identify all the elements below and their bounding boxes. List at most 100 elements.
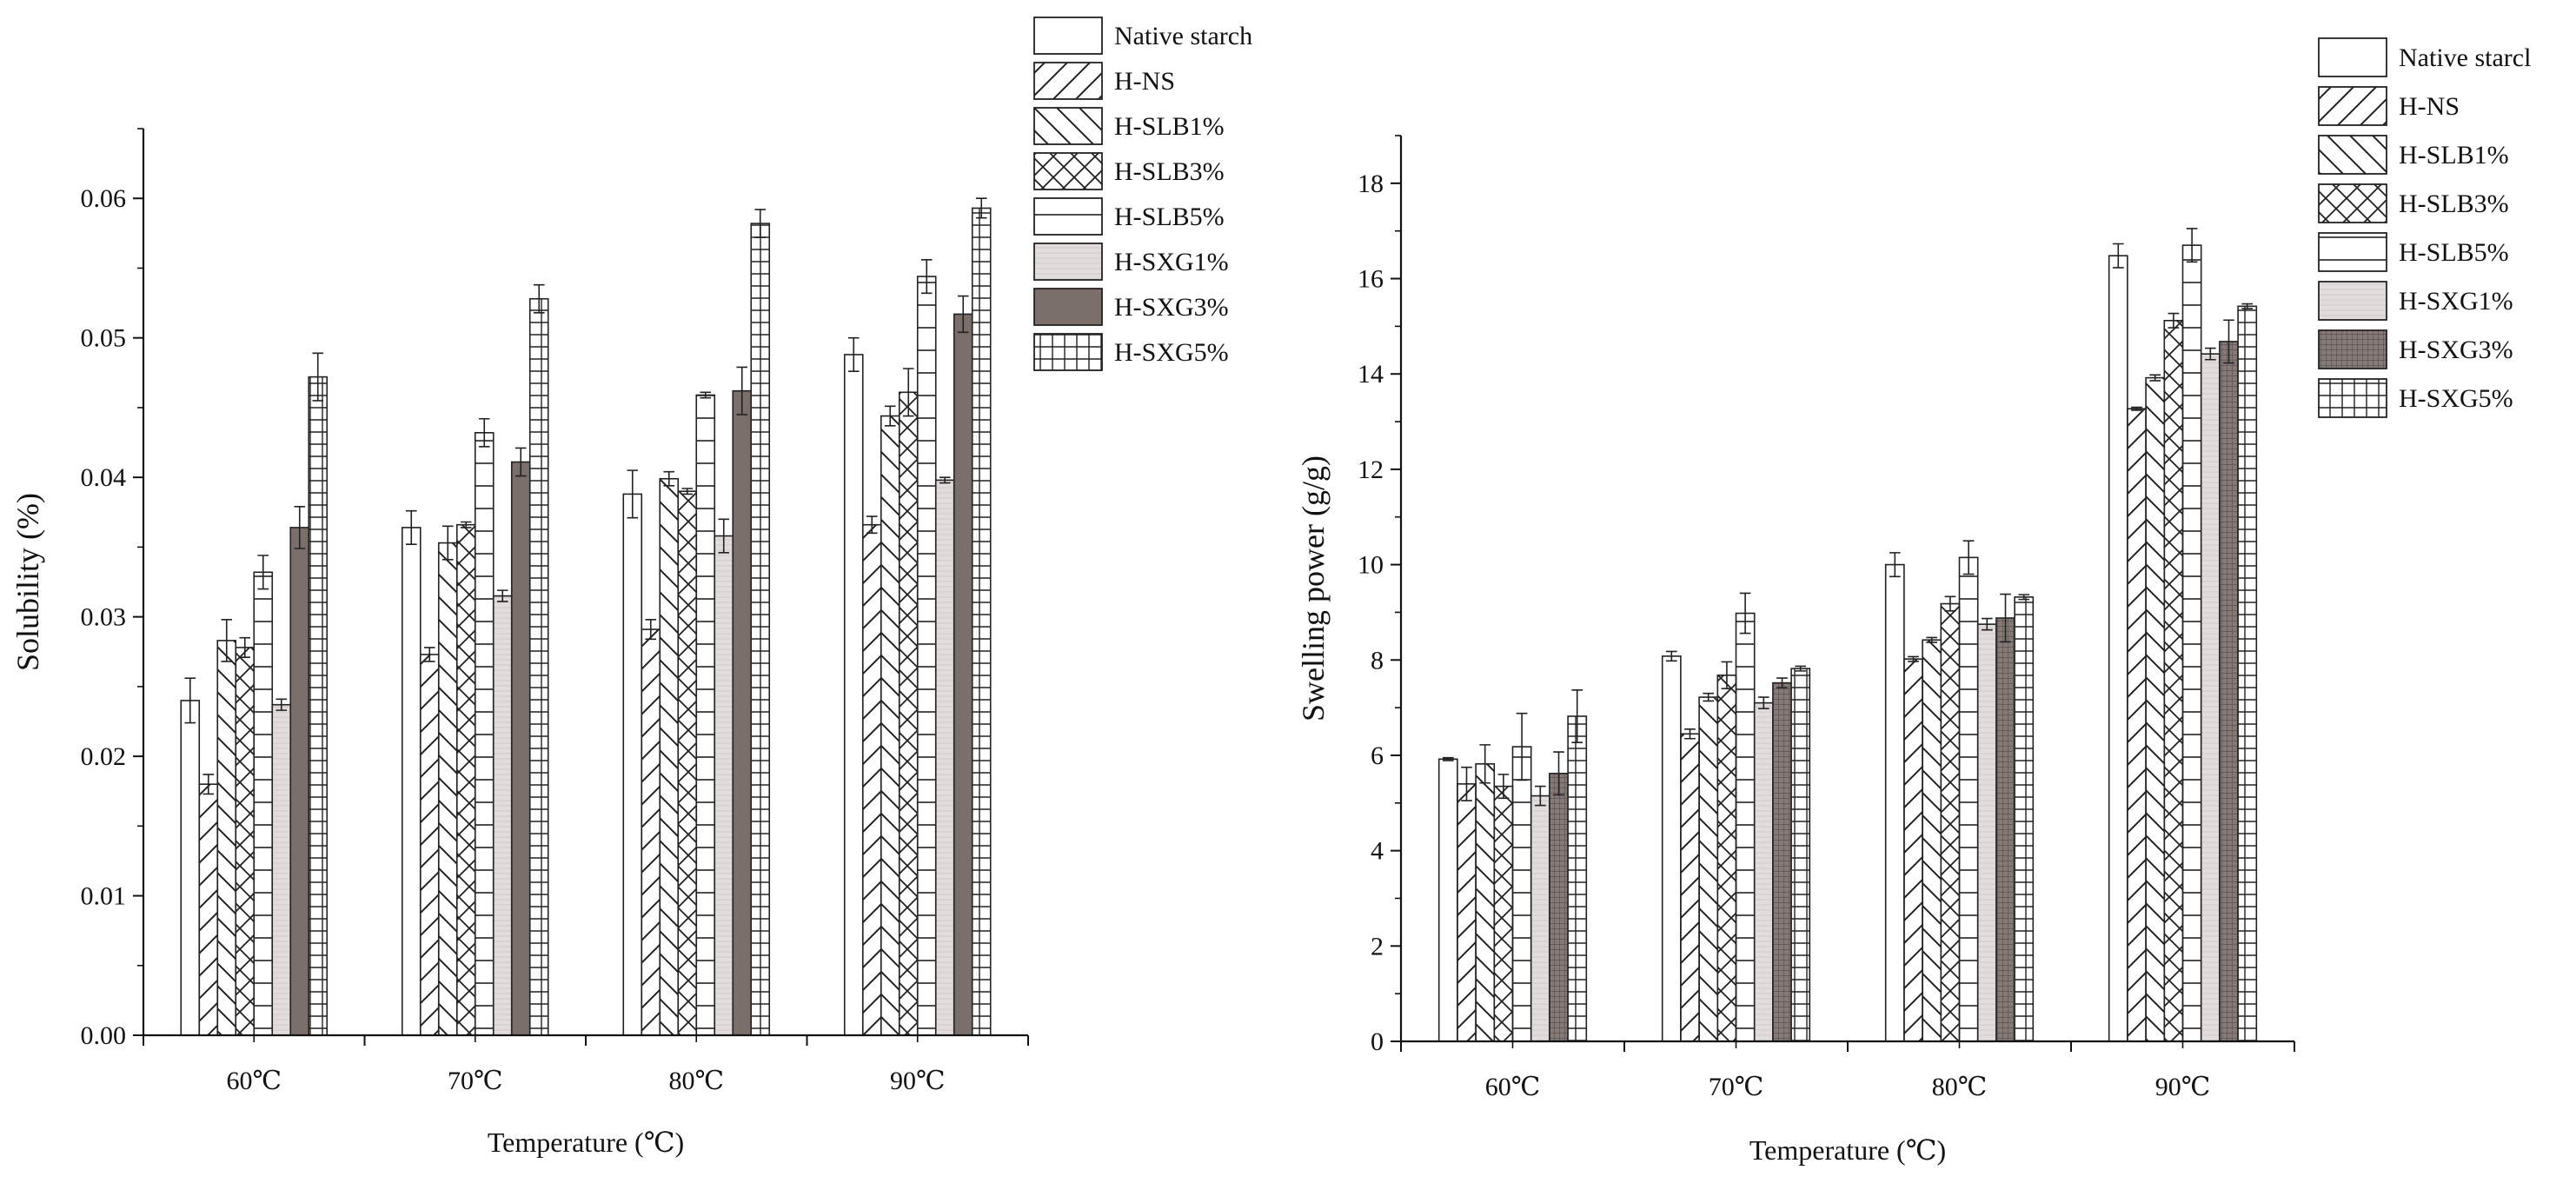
- y-tick-label: 12: [1358, 455, 1384, 484]
- error-bar-s3-c2: [681, 488, 694, 495]
- error-bar-s0-c0: [184, 677, 196, 724]
- x-tick-label: 90℃: [2155, 1073, 2211, 1101]
- y-axis-label: Solubility (%): [10, 493, 45, 671]
- legend-swatch-0: [2318, 37, 2387, 77]
- error-bar-s0-c1: [1665, 650, 1677, 662]
- bar-swelling-s2-c3: [2145, 376, 2166, 1042]
- bar-swelling-s0-c1: [1661, 655, 1682, 1042]
- x-tick-label: 60℃: [1485, 1073, 1541, 1101]
- error-bar-s4-c0: [257, 555, 269, 590]
- bar-swelling-s3-c0: [1493, 785, 1514, 1042]
- bar-solubility-s2-c2: [659, 477, 680, 1036]
- error-bar-s7-c2: [2018, 594, 2030, 601]
- legend-label-4: H-SLB5%: [1114, 203, 1225, 231]
- bar-solubility-s6-c1: [510, 461, 531, 1036]
- bar-solubility-s0-c2: [622, 493, 643, 1036]
- bar-layer: [1437, 228, 2258, 1042]
- legend-label-0: Native starcl: [2399, 43, 2531, 72]
- error-bar-s1-c3: [2131, 406, 2142, 411]
- legend-swatch-2: [2318, 135, 2387, 175]
- y-tick-label: 0.00: [81, 1021, 127, 1050]
- error-bar-s6-c2: [736, 366, 748, 416]
- y-tick-label: 10: [1358, 551, 1384, 580]
- error-bar-s7-c1: [533, 283, 545, 314]
- error-bar-s3-c1: [460, 521, 472, 529]
- bar-swelling-s2-c1: [1698, 696, 1719, 1042]
- bar-solubility-s6-c0: [289, 527, 310, 1036]
- error-bar-s4-c3: [920, 259, 933, 295]
- error-bar-s4-c2: [700, 391, 712, 399]
- legend-label-6: H-SXG3%: [2399, 336, 2513, 364]
- error-bar-s4-c1: [1739, 592, 1751, 635]
- error-bar-s2-c0: [1479, 744, 1491, 784]
- legend-label-7: H-SXG5%: [2399, 384, 2513, 413]
- legend-label-5: H-SXG1%: [2399, 287, 2513, 316]
- bar-swelling-s4-c0: [1511, 746, 1532, 1042]
- error-bar-s0-c3: [2112, 243, 2124, 269]
- error-bar-s5-c3: [2204, 347, 2216, 361]
- error-bar-s1-c0: [1461, 766, 1472, 801]
- error-bar-s5-c2: [1981, 617, 1993, 631]
- bar-solubility-s7-c3: [971, 207, 992, 1036]
- legend-label-3: H-SLB3%: [2399, 189, 2509, 218]
- bar-solubility-s6-c3: [953, 313, 973, 1036]
- bar-solubility-s0-c1: [401, 527, 422, 1036]
- bar-solubility-s0-c3: [843, 354, 864, 1036]
- x-tick-label: 80℃: [1932, 1073, 1988, 1101]
- legend-label-5: H-SXG1%: [1114, 248, 1229, 276]
- y-tick-label: 16: [1358, 265, 1384, 294]
- error-bar-s7-c2: [754, 209, 767, 238]
- error-bar-s5-c2: [718, 518, 730, 554]
- error-bar-s3-c0: [1497, 774, 1510, 800]
- bar-swelling-s5-c0: [1530, 794, 1550, 1042]
- bar-solubility-s7-c2: [750, 223, 771, 1036]
- y-tick-label: 18: [1358, 170, 1384, 198]
- error-bar-s0-c0: [1442, 756, 1454, 761]
- x-tick-label: 70℃: [448, 1067, 503, 1095]
- error-bar-s4-c2: [1962, 540, 1975, 575]
- legend-label-0: Native starch: [1114, 22, 1252, 50]
- legend-label-6: H-SXG3%: [1114, 293, 1229, 322]
- error-bar-s2-c3: [884, 405, 896, 427]
- bar-solubility-s4-c3: [916, 276, 937, 1036]
- bar-solubility-s5-c0: [271, 703, 292, 1036]
- bar-swelling-s5-c1: [1753, 701, 1774, 1042]
- error-bar-s4-c1: [478, 417, 490, 448]
- bar-solubility-s7-c1: [528, 297, 549, 1036]
- bar-swelling-s4-c2: [1958, 556, 1979, 1042]
- bar-solubility-s0-c0: [180, 700, 201, 1036]
- error-bar-s3-c0: [239, 636, 251, 658]
- legend-label-1: H-NS: [1114, 67, 1175, 96]
- x-axis-label: Temperature (℃): [1749, 1134, 1946, 1166]
- bar-solubility-s2-c1: [437, 542, 458, 1036]
- error-bar-s1-c2: [1908, 655, 1919, 662]
- bar-solubility-s2-c0: [216, 640, 237, 1036]
- error-bar-s6-c2: [2000, 593, 2011, 643]
- bar-swelling-s7-c3: [2237, 305, 2258, 1042]
- bar-solubility-s7-c0: [308, 376, 329, 1036]
- bar-solubility-s3-c2: [677, 490, 698, 1036]
- x-tick-label: 70℃: [1709, 1073, 1764, 1101]
- bar-swelling-s3-c2: [1940, 602, 1961, 1042]
- error-bar-s1-c2: [645, 619, 657, 641]
- error-bar-s5-c3: [939, 476, 951, 484]
- legend-swatch-6: [1033, 288, 1103, 326]
- legend: Native starch H-NS H-SLB1% H-SLB3% H-SLB5% H-…: [1033, 17, 1252, 371]
- bar-swelling-s1-c1: [1680, 733, 1700, 1042]
- bar-solubility-s3-c0: [235, 647, 256, 1036]
- y-tick-label: 0.02: [81, 742, 127, 771]
- swelling-power-chart: 0 2 4 6 8 10 12 14 16 18 60℃ 70℃ 80℃ 90℃ Swelling powe…: [1296, 37, 2531, 1166]
- bar-solubility-s4-c1: [474, 432, 495, 1036]
- y-axis-label: Swelling power (g/g): [1296, 455, 1331, 721]
- legend-swatch-1: [1033, 62, 1103, 100]
- legend-swatch-7: [2318, 378, 2387, 418]
- error-bar-s0-c2: [627, 469, 639, 519]
- error-bar-s5-c1: [496, 589, 508, 602]
- bar-swelling-s4-c3: [2181, 244, 2202, 1042]
- bar-solubility-s1-c2: [641, 628, 661, 1036]
- legend-swatch-6: [2318, 329, 2387, 369]
- y-tick-label: 0.03: [81, 603, 127, 632]
- bar-swelling-s6-c1: [1772, 681, 1792, 1042]
- bar-swelling-s3-c1: [1716, 675, 1737, 1042]
- legend-label-1: H-NS: [2399, 92, 2460, 121]
